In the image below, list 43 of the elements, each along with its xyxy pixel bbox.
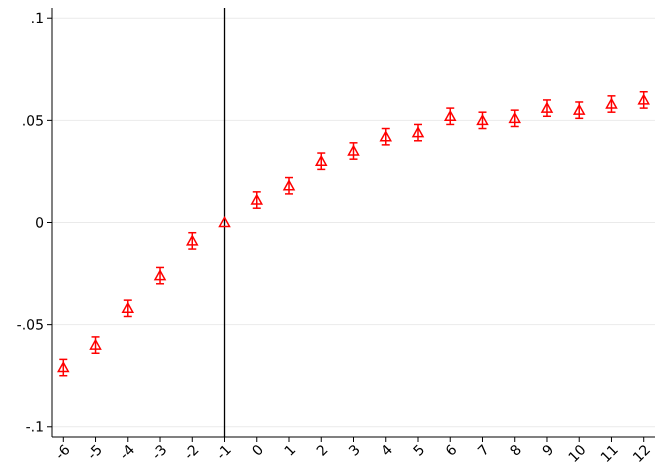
- point: [58, 362, 70, 372]
- point: [186, 235, 198, 246]
- y-tick-label: -.05: [16, 318, 44, 334]
- x-tick-label: 7: [475, 442, 493, 460]
- x-tick-label: -5: [84, 442, 106, 464]
- x-tick-label: 8: [507, 442, 526, 460]
- point: [606, 98, 618, 109]
- point: [348, 145, 360, 156]
- x-tick-label: 3: [346, 442, 364, 460]
- x-tick-label: 6: [442, 442, 461, 460]
- point: [444, 110, 456, 122]
- point: [476, 114, 488, 126]
- point: [218, 216, 230, 228]
- y-tick-label: .05: [22, 113, 44, 130]
- point: [508, 112, 520, 124]
- x-tick-label: 12: [630, 442, 654, 466]
- x-tick-label: -1: [214, 442, 235, 464]
- y-tick-label: 0: [35, 215, 44, 232]
- point: [251, 194, 263, 205]
- point: [412, 126, 424, 138]
- point: [380, 130, 392, 142]
- point: [573, 104, 585, 115]
- point: [154, 270, 166, 280]
- x-tick-label: 5: [410, 442, 428, 460]
- x-tick-label: 11: [598, 442, 622, 466]
- y-tick-label: .1: [30, 11, 44, 28]
- x-tick-label: -4: [116, 442, 138, 464]
- point: [122, 302, 134, 314]
- point: [541, 102, 553, 113]
- x-tick-label: 4: [378, 442, 396, 460]
- point: [90, 339, 102, 350]
- y-tick-label: -.1: [26, 420, 44, 436]
- x-tick-label: -2: [181, 442, 203, 464]
- x-tick-label: 10: [566, 442, 590, 466]
- point: [316, 155, 328, 166]
- x-tick-label: 9: [540, 442, 558, 460]
- x-tick-label: 0: [249, 442, 268, 460]
- point: [283, 180, 295, 190]
- x-tick-label: 2: [314, 442, 332, 460]
- x-tick-label: 1: [282, 442, 300, 460]
- x-tick-label: -6: [52, 442, 74, 464]
- x-tick-label: -3: [149, 442, 170, 464]
- point: [638, 94, 650, 105]
